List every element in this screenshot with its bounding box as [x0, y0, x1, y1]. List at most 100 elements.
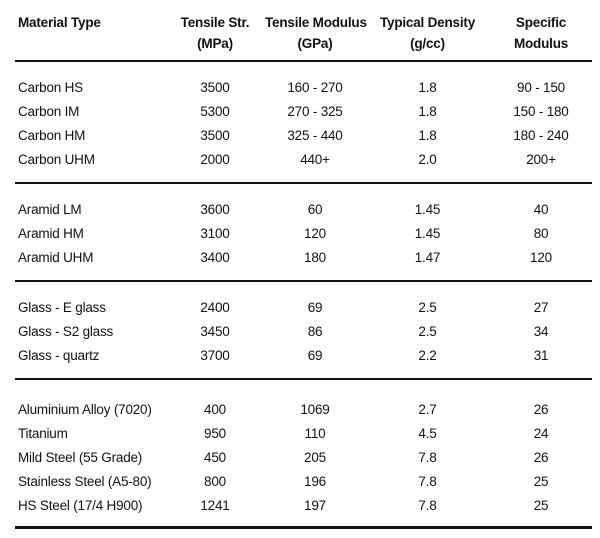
group-aramid: Aramid LM 3600 60 1.45 40 Aramid HM 3100…: [15, 183, 592, 281]
table-row: Titanium 950 110 4.5 24: [15, 422, 592, 446]
header-label: Material Type: [18, 15, 101, 30]
table-row: Aramid LM 3600 60 1.45 40: [15, 183, 592, 222]
cell-tensile-modulus: 205: [304, 450, 326, 465]
cell-specific-modulus: 180 - 240: [513, 128, 569, 143]
group-metals: Aluminium Alloy (7020) 400 1069 2.7 26 T…: [15, 379, 592, 528]
cell-tensile-strength: 3500: [200, 80, 230, 95]
header-label: Specific: [515, 15, 567, 30]
cell-specific-modulus: 40: [533, 202, 549, 217]
cell-density: 1.47: [414, 250, 441, 265]
table-row: Glass - E glass 2400 69 2.5 27: [15, 281, 592, 320]
cell-density: 1.8: [418, 80, 437, 95]
cell-material: Glass - quartz: [18, 348, 100, 363]
cell-specific-modulus: 25: [533, 474, 549, 489]
cell-tensile-modulus: 196: [304, 474, 326, 489]
table-row: Carbon HS 3500 160 - 270 1.8 90 - 150: [15, 61, 592, 100]
column-header-tensile-modulus: Tensile Modulus (GPa): [265, 0, 367, 62]
cell-tensile-strength: 2000: [200, 152, 230, 167]
cell-density: 1.45: [414, 226, 441, 241]
cell-specific-modulus: 31: [533, 348, 549, 363]
table-row: Carbon UHM 2000 440+ 2.0 200+: [15, 148, 592, 183]
cell-density: 4.5: [418, 426, 437, 441]
table-header: Material Type Tensile Str. (MPa) Tensile…: [15, 0, 592, 62]
cell-tensile-modulus: 325 - 440: [287, 128, 343, 143]
table-row: Carbon IM 5300 270 - 325 1.8 150 - 180: [15, 100, 592, 124]
cell-tensile-strength: 2400: [200, 300, 230, 315]
cell-density: 2.5: [418, 324, 437, 339]
cell-tensile-modulus: 1069: [300, 402, 330, 417]
cell-tensile-strength: 3500: [200, 128, 230, 143]
cell-tensile-modulus: 440+: [300, 152, 330, 167]
column-header-tensile-strength: Tensile Str. (MPa): [165, 0, 265, 62]
cell-density: 2.5: [418, 300, 437, 315]
cell-material: Aramid UHM: [18, 250, 94, 265]
material-properties-table: Material Type Tensile Str. (MPa) Tensile…: [15, 0, 592, 529]
table-row: Glass - quartz 3700 69 2.2 31: [15, 344, 592, 379]
table-row: Aramid UHM 3400 180 1.47 120: [15, 246, 592, 281]
cell-tensile-strength: 3400: [200, 250, 230, 265]
cell-specific-modulus: 27: [533, 300, 549, 315]
cell-tensile-modulus: 60: [307, 202, 323, 217]
cell-tensile-modulus: 197: [304, 498, 326, 513]
column-header-typical-density: Typical Density (g/cc): [365, 0, 490, 62]
table-row: Stainless Steel (A5-80) 800 196 7.8 25: [15, 470, 592, 494]
cell-tensile-strength: 1241: [200, 498, 230, 513]
column-header-material-type: Material Type: [15, 0, 165, 62]
cell-material: Aramid HM: [18, 226, 84, 241]
column-header-specific-modulus: Specific Modulus: [490, 0, 592, 62]
cell-tensile-strength: 400: [204, 402, 226, 417]
cell-specific-modulus: 26: [533, 402, 549, 417]
header-sub-label: Modulus: [513, 36, 569, 51]
table-row: Aramid HM 3100 120 1.45 80: [15, 222, 592, 246]
table-row: HS Steel (17/4 H900) 1241 197 7.8 25: [15, 494, 592, 528]
cell-tensile-strength: 5300: [200, 104, 230, 119]
cell-specific-modulus: 26: [533, 450, 549, 465]
header-sub-label: (MPa): [197, 36, 233, 51]
cell-specific-modulus: 150 - 180: [513, 104, 569, 119]
cell-tensile-strength: 3100: [200, 226, 230, 241]
cell-specific-modulus: 200+: [526, 152, 556, 167]
cell-material: Aramid LM: [18, 202, 82, 217]
cell-specific-modulus: 25: [533, 498, 549, 513]
cell-tensile-strength: 950: [204, 426, 226, 441]
cell-material: Glass - S2 glass: [18, 324, 114, 339]
cell-tensile-modulus: 120: [304, 226, 326, 241]
cell-tensile-modulus: 180: [304, 250, 326, 265]
cell-density: 1.45: [414, 202, 441, 217]
cell-material: Carbon UHM: [18, 152, 95, 167]
cell-specific-modulus: 80: [533, 226, 549, 241]
header-sub-label: (g/cc): [410, 36, 445, 51]
cell-specific-modulus: 34: [533, 324, 549, 339]
group-glass: Glass - E glass 2400 69 2.5 27 Glass - S…: [15, 281, 592, 379]
cell-material: HS Steel (17/4 H900): [18, 498, 143, 513]
cell-specific-modulus: 90 - 150: [517, 80, 565, 95]
cell-density: 7.8: [418, 450, 437, 465]
cell-material: Mild Steel (55 Grade): [18, 450, 143, 465]
header-label: Tensile Str.: [180, 15, 250, 30]
cell-tensile-strength: 3450: [200, 324, 230, 339]
cell-density: 2.7: [418, 402, 437, 417]
cell-material: Aluminium Alloy (7020): [18, 402, 152, 417]
cell-tensile-modulus: 160 - 270: [287, 80, 343, 95]
cell-tensile-strength: 450: [204, 450, 226, 465]
cell-specific-modulus: 24: [533, 426, 549, 441]
cell-density: 7.8: [418, 474, 437, 489]
cell-material: Carbon HM: [18, 128, 86, 143]
cell-density: 2.0: [418, 152, 437, 167]
cell-density: 7.8: [418, 498, 437, 513]
cell-density: 1.8: [418, 104, 437, 119]
cell-specific-modulus: 120: [530, 250, 552, 265]
header-label: Typical Density: [379, 15, 476, 30]
cell-tensile-strength: 3600: [200, 202, 230, 217]
header-row: Material Type Tensile Str. (MPa) Tensile…: [15, 0, 592, 62]
table-row: Carbon HM 3500 325 - 440 1.8 180 - 240: [15, 124, 592, 148]
header-label: Tensile Modulus: [265, 15, 367, 30]
table-row: Glass - S2 glass 3450 86 2.5 34: [15, 320, 592, 344]
cell-material: Stainless Steel (A5-80): [18, 474, 152, 489]
cell-tensile-modulus: 110: [304, 426, 326, 441]
cell-material: Carbon IM: [18, 104, 80, 119]
group-carbon: Carbon HS 3500 160 - 270 1.8 90 - 150 Ca…: [15, 61, 592, 183]
table-row: Mild Steel (55 Grade) 450 205 7.8 26: [15, 446, 592, 470]
cell-material: Glass - E glass: [18, 300, 106, 315]
